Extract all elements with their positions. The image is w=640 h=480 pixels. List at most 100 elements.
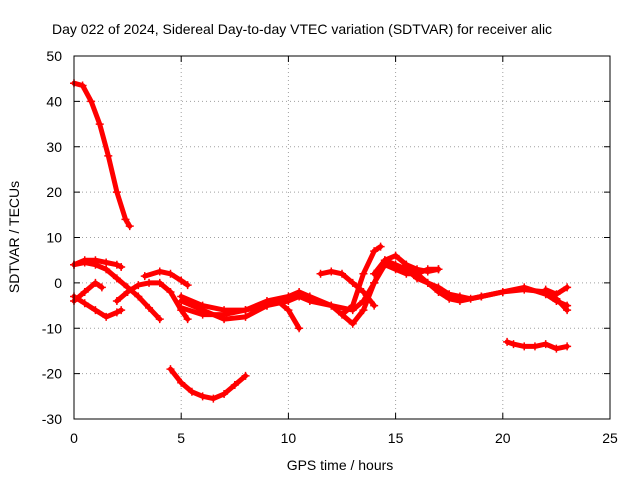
data-point bbox=[91, 278, 100, 287]
data-point bbox=[541, 340, 550, 349]
data-point bbox=[87, 97, 96, 106]
series-line bbox=[71, 280, 105, 304]
data-point bbox=[183, 281, 192, 290]
data-point bbox=[563, 301, 572, 310]
data-point bbox=[241, 312, 250, 321]
data-point bbox=[112, 274, 121, 283]
x-tick-label: 10 bbox=[281, 430, 297, 446]
series-track-q bbox=[541, 283, 572, 299]
data-point bbox=[112, 308, 121, 317]
data-point bbox=[498, 287, 507, 296]
data-point bbox=[102, 312, 111, 321]
x-tick-label: 5 bbox=[177, 430, 185, 446]
data-point bbox=[80, 287, 89, 296]
data-point bbox=[125, 222, 134, 231]
series-track-o bbox=[402, 260, 443, 276]
data-point bbox=[503, 337, 512, 346]
data-point bbox=[434, 283, 443, 292]
x-tick-label: 15 bbox=[388, 430, 404, 446]
data-point bbox=[166, 287, 175, 296]
data-point bbox=[155, 278, 164, 287]
data-point bbox=[166, 269, 175, 278]
data-point bbox=[380, 256, 389, 265]
series-line bbox=[178, 298, 302, 331]
x-axis-ticks: 0 5 10 15 20 25 bbox=[70, 56, 618, 446]
data-point bbox=[284, 306, 293, 315]
data-point bbox=[316, 269, 325, 278]
data-point bbox=[112, 260, 121, 269]
data-point bbox=[552, 290, 561, 299]
data-point bbox=[91, 306, 100, 315]
data-point bbox=[102, 265, 111, 274]
data-point bbox=[177, 378, 186, 387]
data-point bbox=[262, 297, 271, 306]
y-tick-label: -30 bbox=[42, 411, 62, 427]
data-point bbox=[391, 251, 400, 260]
data-point bbox=[359, 306, 368, 315]
data-point bbox=[370, 301, 379, 310]
data-point bbox=[552, 344, 561, 353]
series-track-p bbox=[503, 337, 572, 353]
data-point bbox=[413, 274, 422, 283]
series-line bbox=[71, 294, 124, 320]
series-line bbox=[504, 339, 570, 352]
data-point bbox=[117, 306, 126, 315]
x-tick-label: 25 bbox=[602, 430, 618, 446]
data-point bbox=[198, 310, 207, 319]
data-point bbox=[295, 324, 304, 333]
data-point bbox=[97, 283, 106, 292]
series-track-l bbox=[316, 267, 379, 310]
data-point bbox=[177, 276, 186, 285]
data-point bbox=[166, 365, 175, 374]
x-tick-label: 20 bbox=[495, 430, 511, 446]
data-point bbox=[466, 294, 475, 303]
data-point bbox=[230, 380, 239, 389]
data-point bbox=[91, 260, 100, 269]
data-point bbox=[123, 287, 132, 296]
data-point bbox=[455, 292, 464, 301]
data-point bbox=[187, 387, 196, 396]
data-point bbox=[348, 278, 357, 287]
series-line bbox=[371, 257, 570, 309]
data-point bbox=[198, 392, 207, 401]
y-tick-label: 10 bbox=[46, 230, 62, 246]
y-axis-ticks: -30 -20 -10 0 10 20 30 40 50 bbox=[42, 48, 610, 427]
y-tick-label: 0 bbox=[54, 275, 62, 291]
series-track-m bbox=[338, 242, 385, 319]
data-series bbox=[70, 79, 572, 403]
data-point bbox=[348, 319, 357, 328]
data-point bbox=[520, 342, 529, 351]
data-point bbox=[434, 265, 443, 274]
data-point bbox=[241, 371, 250, 380]
data-point bbox=[183, 315, 192, 324]
y-tick-label: 20 bbox=[46, 184, 62, 200]
y-tick-label: 50 bbox=[46, 48, 62, 64]
data-point bbox=[80, 258, 89, 267]
data-point bbox=[112, 297, 121, 306]
series-line bbox=[168, 366, 248, 402]
data-point bbox=[78, 81, 87, 90]
data-point bbox=[241, 306, 250, 315]
data-point bbox=[327, 301, 336, 310]
data-point bbox=[376, 242, 385, 251]
series-track-g bbox=[140, 267, 192, 290]
data-point bbox=[541, 285, 550, 294]
data-point bbox=[359, 269, 368, 278]
data-point bbox=[477, 292, 486, 301]
data-point bbox=[338, 269, 346, 278]
data-point bbox=[209, 394, 218, 403]
data-point bbox=[104, 151, 113, 160]
grid-lines bbox=[74, 56, 610, 419]
x-axis-label: GPS time / hours bbox=[287, 457, 394, 473]
data-point bbox=[134, 281, 143, 290]
data-point bbox=[370, 269, 379, 278]
y-tick-label: -20 bbox=[42, 366, 62, 382]
data-point bbox=[530, 342, 539, 351]
data-point bbox=[140, 272, 149, 281]
data-point bbox=[563, 283, 572, 292]
data-point bbox=[348, 301, 357, 310]
chart-title: Day 022 of 2024, Sidereal Day-to-day VTE… bbox=[52, 21, 552, 37]
series-line bbox=[71, 80, 133, 229]
series-track-e bbox=[70, 258, 164, 324]
data-point bbox=[563, 342, 572, 351]
